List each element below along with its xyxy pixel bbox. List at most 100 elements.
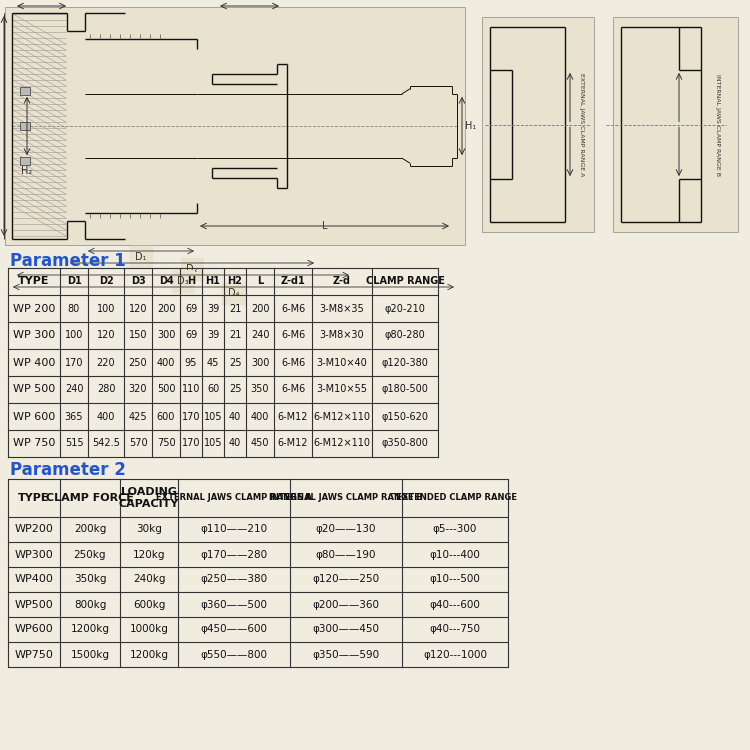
Text: D3: D3 (130, 277, 146, 286)
Text: 120: 120 (97, 331, 116, 340)
Text: φ5---300: φ5---300 (433, 524, 477, 535)
Text: φ10---500: φ10---500 (430, 574, 481, 584)
Text: 350: 350 (251, 385, 269, 394)
Text: Z-d1: Z-d1 (280, 277, 305, 286)
Text: LOADING
CAPACITY: LOADING CAPACITY (118, 488, 179, 508)
Bar (482, 17, 594, 232)
Text: φ20-210: φ20-210 (385, 304, 425, 313)
Bar (20, 157, 30, 165)
Text: 425: 425 (129, 412, 147, 422)
Text: 240kg: 240kg (133, 574, 165, 584)
Text: φ350——590: φ350——590 (313, 650, 380, 659)
Text: 1200kg: 1200kg (130, 650, 169, 659)
Text: WP600: WP600 (15, 625, 53, 634)
Text: 69: 69 (184, 331, 197, 340)
Text: φ550——800: φ550——800 (200, 650, 268, 659)
Text: INTERNAL JAWS CLAMP RANGE B: INTERNAL JAWS CLAMP RANGE B (715, 74, 720, 176)
Text: 400: 400 (97, 412, 116, 422)
Text: 170: 170 (182, 439, 200, 448)
Bar (5, 7, 465, 245)
Text: φ20——130: φ20——130 (316, 524, 376, 535)
Text: Parameter 2: Parameter 2 (10, 461, 126, 479)
Text: 750: 750 (157, 439, 176, 448)
Text: 69: 69 (184, 304, 197, 313)
Text: 600: 600 (157, 412, 176, 422)
Text: WP 750: WP 750 (13, 439, 55, 448)
Text: 25: 25 (229, 358, 242, 368)
Bar (613, 17, 738, 232)
Text: 365: 365 (64, 412, 83, 422)
Text: φ80-280: φ80-280 (385, 331, 425, 340)
Text: φ80——190: φ80——190 (316, 550, 376, 560)
Text: H₁: H₁ (465, 121, 476, 131)
Text: D1: D1 (67, 277, 81, 286)
Text: 25: 25 (229, 385, 242, 394)
Text: φ40---600: φ40---600 (430, 599, 481, 610)
Text: 40: 40 (229, 412, 242, 422)
Text: 542.5: 542.5 (92, 439, 120, 448)
Text: EXTERNAL JAWS CLAMP RANGE A: EXTERNAL JAWS CLAMP RANGE A (579, 73, 584, 176)
Text: WP 200: WP 200 (13, 304, 55, 313)
Text: H: H (187, 277, 195, 286)
Text: D2: D2 (99, 277, 113, 286)
Text: z-d₁: z-d₁ (30, 0, 48, 1)
Text: 40: 40 (229, 439, 242, 448)
Text: 250kg: 250kg (74, 550, 106, 560)
Text: CLAMP FORCE: CLAMP FORCE (46, 493, 134, 503)
Text: 105: 105 (204, 439, 222, 448)
Text: D₁: D₁ (135, 252, 147, 262)
Bar (20, 122, 30, 130)
Text: 120kg: 120kg (133, 550, 165, 560)
Text: 170: 170 (182, 412, 200, 422)
Text: 105: 105 (204, 412, 222, 422)
Text: 95: 95 (184, 358, 197, 368)
Text: WP 600: WP 600 (13, 412, 55, 422)
Text: L: L (256, 277, 263, 286)
Text: WP500: WP500 (15, 599, 53, 610)
Text: φ250——380: φ250——380 (200, 574, 268, 584)
Text: 200: 200 (251, 304, 269, 313)
Text: WP 300: WP 300 (13, 331, 55, 340)
Text: D4: D4 (159, 277, 173, 286)
Text: 6-M12×110: 6-M12×110 (314, 412, 370, 422)
Text: φ110——210: φ110——210 (200, 524, 268, 535)
Text: 6-M6: 6-M6 (280, 304, 305, 313)
Text: WP 500: WP 500 (13, 385, 55, 394)
Text: φ180-500: φ180-500 (382, 385, 428, 394)
Text: 150: 150 (129, 331, 147, 340)
Text: 6-M12: 6-M12 (278, 412, 308, 422)
Text: WP200: WP200 (14, 524, 53, 535)
Text: z-d: z-d (239, 0, 254, 1)
Text: 1000kg: 1000kg (130, 625, 169, 634)
Text: 200: 200 (157, 304, 176, 313)
Text: EXTERNAL JAWS CLAMP RANGE A: EXTERNAL JAWS CLAMP RANGE A (156, 494, 312, 502)
Text: H₂: H₂ (21, 166, 33, 176)
Text: TYPE: TYPE (18, 493, 50, 503)
Text: 110: 110 (182, 385, 200, 394)
Text: 45: 45 (207, 358, 219, 368)
Text: 515: 515 (64, 439, 83, 448)
Text: 100: 100 (97, 304, 116, 313)
Text: 3-M10×55: 3-M10×55 (316, 385, 368, 394)
Text: 350kg: 350kg (74, 574, 106, 584)
Text: 21: 21 (229, 304, 242, 313)
Text: 220: 220 (97, 358, 116, 368)
Text: Z-d: Z-d (333, 277, 351, 286)
Text: 6-M12×110: 6-M12×110 (314, 439, 370, 448)
Text: L: L (322, 221, 327, 231)
Text: 400: 400 (251, 412, 269, 422)
Text: 1200kg: 1200kg (70, 625, 110, 634)
Text: 6-M6: 6-M6 (280, 358, 305, 368)
Text: 280: 280 (97, 385, 116, 394)
Text: 450: 450 (251, 439, 269, 448)
Text: D₄: D₄ (228, 288, 239, 298)
Text: 39: 39 (207, 304, 219, 313)
Text: 60: 60 (207, 385, 219, 394)
Text: φ450——600: φ450——600 (200, 625, 268, 634)
Text: φ360——500: φ360——500 (200, 599, 268, 610)
Text: 240: 240 (64, 385, 83, 394)
Text: 6-M6: 6-M6 (280, 331, 305, 340)
Text: φ10---400: φ10---400 (430, 550, 481, 560)
Text: 250: 250 (129, 358, 147, 368)
Text: φ40---750: φ40---750 (430, 625, 481, 634)
